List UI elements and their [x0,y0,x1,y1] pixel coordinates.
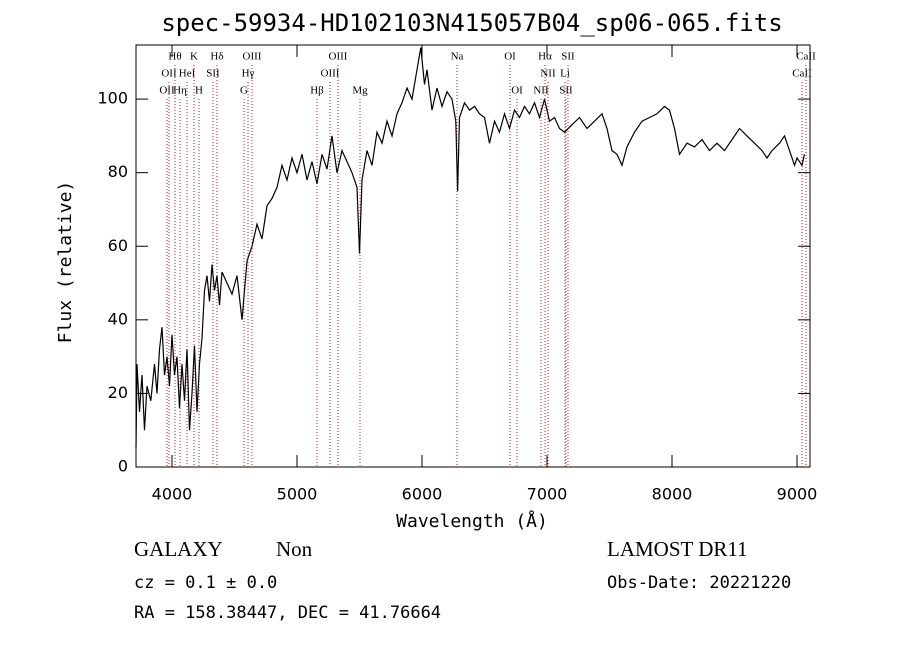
spectral-line-label: Hη [173,85,187,97]
spectral-line-label: HeI [179,68,196,80]
spectral-line-label: Hθ [168,51,181,63]
spectral-line-label: OI [511,85,523,97]
spectral-line-label: Na [451,51,464,63]
spectral-line-label: K [190,51,198,63]
spectral-line-label: G [240,85,248,97]
spectral-line-label: SII [559,85,573,97]
y-tick-label: 100 [97,89,128,108]
spectral-line-label: H [195,85,203,97]
spectral-line-label: Hβ [310,85,324,97]
coordinates: RA = 158.38447, DEC = 41.76664 [134,603,441,623]
spectral-line-label: Hα [538,51,552,63]
spectral-line-label: Mg [352,85,368,97]
redshift: cz = 0.1 ± 0.0 [134,573,277,593]
spectral-line-label: OII [161,68,177,80]
survey: LAMOST DR11 [607,537,748,561]
subclass: Non [276,537,313,561]
spectral-line-label: NII [540,68,556,80]
x-tick-label: 6000 [402,485,443,504]
spectral-line-label: Hγ [242,68,255,80]
y-tick-label: 80 [108,162,128,181]
x-tick-label: 8000 [652,485,693,504]
obs-date: Obs-Date: 20221220 [607,573,791,593]
y-tick-label: 60 [108,236,128,255]
y-axis-label: Flux (relative) [55,181,76,344]
y-tick-label: 0 [118,457,128,476]
spectral-line-label: Li [560,68,570,80]
spectral-line-label: OIII [243,51,262,63]
spectral-line-label: CaII [796,51,816,63]
spectral-line-label: SII [561,51,575,63]
spectral-line-label: OIII [321,68,340,80]
plot-frame [135,44,811,468]
spectral-line-label: CaII [792,68,812,80]
spectrum [135,47,806,449]
x-tick-label: 7000 [527,485,568,504]
class: GALAXY [134,537,223,561]
x-tick-label: 9000 [777,485,818,504]
x-axis-label: Wavelength (Å) [396,510,548,532]
spectral-line-label: SII [206,68,220,80]
y-tick-label: 20 [108,383,128,402]
spectral-line-label: NII [533,85,549,97]
spectral-line-label: OIII [329,51,348,63]
y-tick-label: 40 [108,309,128,328]
spectral-line-label: OI [504,51,516,63]
chart-title: spec-59934-HD102103N415057B04_sp06-065.f… [161,9,782,37]
x-tick-label: 4000 [152,485,193,504]
x-tick-label: 5000 [277,485,318,504]
spectral-line-label: Hδ [210,51,223,63]
spectral-line-label: OII [159,85,175,97]
